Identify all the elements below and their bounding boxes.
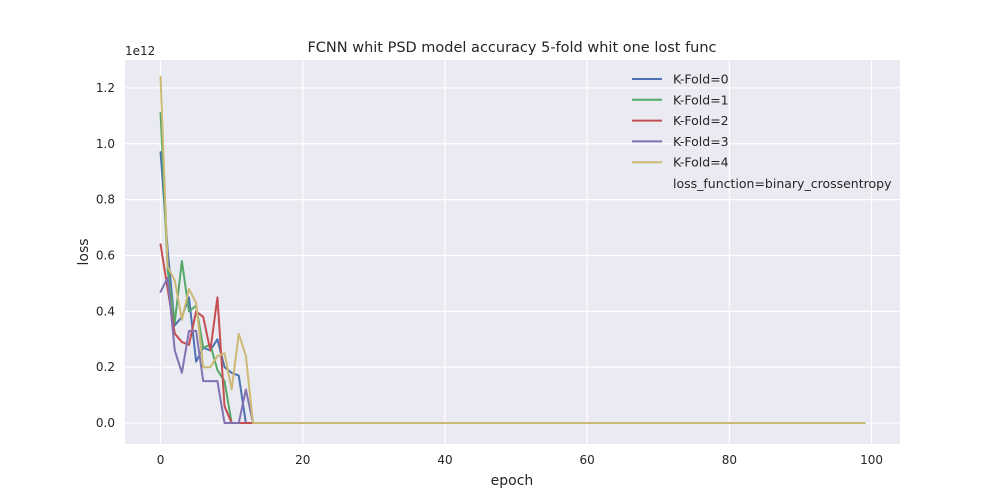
series-line-kfold-3 [159, 276, 866, 425]
y-tick-label-6: 1.2 [96, 81, 115, 95]
series-line-kfold-0 [159, 151, 866, 425]
legend: K-Fold=0 K-Fold=1 K-Fold=2 K-Fold=3 K-Fold=4 [632, 72, 729, 170]
x-tick-label-5: 100 [860, 453, 883, 467]
y-tick-labels: 0.0 0.2 0.4 0.6 0.8 1.0 1.2 [96, 81, 115, 430]
y-axis-label: loss [76, 238, 92, 265]
y-tick-label-2: 0.4 [96, 304, 115, 318]
legend-label-kfold-4: K-Fold=4 [673, 155, 729, 170]
plot-background [125, 60, 900, 444]
legend-label-kfold-2: K-Fold=2 [673, 113, 729, 128]
legend-label-kfold-3: K-Fold=3 [673, 134, 729, 149]
legend-label-kfold-1: K-Fold=1 [673, 92, 729, 107]
y-tick-label-4: 0.8 [96, 193, 115, 207]
x-tick-label-2: 40 [437, 453, 452, 467]
series-line-kfold-2 [159, 243, 866, 425]
x-axis-label: epoch [491, 473, 534, 489]
y-offset-text: 1e12 [125, 44, 155, 58]
y-tick-label-5: 1.0 [96, 137, 115, 151]
y-tick-label-1: 0.2 [96, 360, 115, 374]
x-tick-label-4: 80 [722, 453, 737, 467]
chart-title: FCNN whit PSD model accuracy 5-fold whit… [307, 40, 716, 56]
x-tick-label-3: 60 [580, 453, 595, 467]
series-line-kfold-4 [159, 75, 866, 425]
legend-label-kfold-0: K-Fold=0 [673, 72, 729, 87]
y-tick-label-3: 0.6 [96, 248, 115, 262]
y-tick-label-0: 0.0 [96, 416, 115, 430]
legend-extra-text: loss_function=binary_crossentropy [673, 176, 892, 191]
x-tick-label-0: 0 [157, 453, 165, 467]
series-lines [159, 75, 866, 425]
x-tick-label-1: 20 [295, 453, 310, 467]
x-tick-labels: 0 20 40 60 80 100 [157, 453, 883, 467]
